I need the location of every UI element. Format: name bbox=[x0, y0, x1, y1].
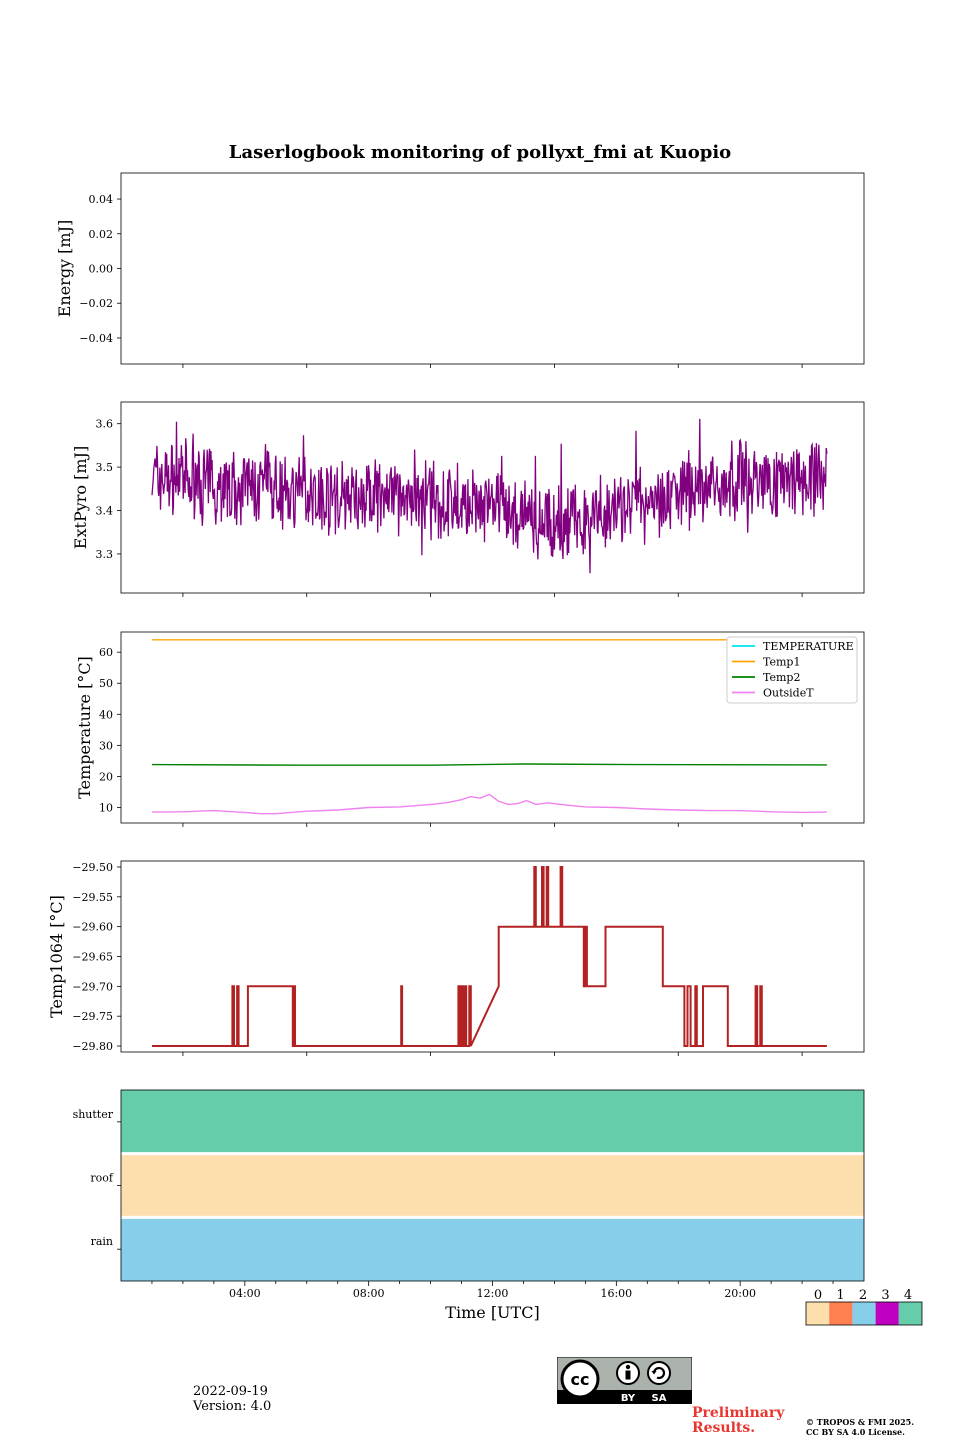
cc-icon bbox=[560, 1359, 600, 1399]
y-tick-label: −29.60 bbox=[72, 921, 113, 934]
x-axis-label: Time [UTC] bbox=[445, 1303, 539, 1322]
status-band-rain bbox=[121, 1217, 864, 1281]
legend-box bbox=[726, 636, 858, 704]
plot-area bbox=[151, 418, 828, 574]
y-tick-label: −0.04 bbox=[79, 332, 113, 345]
y-tick-label: 0.00 bbox=[89, 263, 114, 276]
x-tick-label: 08:00 bbox=[353, 1287, 385, 1300]
colorbar-cell-3 bbox=[875, 1302, 899, 1325]
legend-label: TEMPERATURE bbox=[763, 640, 854, 653]
y-tick-label: 3.3 bbox=[96, 548, 114, 561]
copyright-line-1: © TROPOS & FMI 2025. bbox=[806, 1417, 915, 1427]
y-tick-label: 3.6 bbox=[96, 418, 114, 431]
colorbar-tick-label: 2 bbox=[859, 1288, 867, 1303]
status-band-shutter bbox=[121, 1090, 864, 1154]
panel-temp1064: −29.50 −29.55 −29.60 −29.65 −29.70 −29.75 −29.… bbox=[47, 860, 865, 1056]
version-label: Version: 4.0 bbox=[193, 1399, 272, 1414]
y-tick-label: 60 bbox=[99, 646, 113, 659]
y-tick-label: 40 bbox=[99, 708, 113, 721]
y-tick-label: 20 bbox=[99, 770, 113, 783]
y-axis-label: Temp1064 [°C] bbox=[47, 895, 66, 1018]
preliminary-notice: Preliminary Results. bbox=[692, 1405, 785, 1436]
status-row-label: roof bbox=[90, 1172, 114, 1185]
axes-frame bbox=[120, 401, 865, 594]
panel-energy: 0.04 0.02 0.00 −0.02 −0.04 Energy [mJ] bbox=[55, 172, 865, 368]
y-tick-label: 0.04 bbox=[89, 193, 114, 206]
series-line-temp2 bbox=[151, 763, 827, 766]
status-row-label: shutter bbox=[73, 1108, 114, 1121]
y-tick-label: 3.4 bbox=[96, 505, 114, 518]
date-label: 2022-09-19 bbox=[193, 1384, 268, 1399]
y-tick-label: −29.75 bbox=[72, 1010, 113, 1023]
x-tick-label: 20:00 bbox=[724, 1287, 756, 1300]
x-tick-label: 04:00 bbox=[229, 1287, 261, 1300]
colorbar-frame bbox=[805, 1301, 923, 1326]
legend-label: OutsideT bbox=[763, 687, 814, 700]
y-tick-label: 50 bbox=[99, 677, 113, 690]
y-tick-label: −29.65 bbox=[72, 951, 113, 964]
axes-frame bbox=[120, 172, 865, 365]
chart-title: Laserlogbook monitoring of pollyxt_fmi a… bbox=[229, 142, 731, 163]
y-tick-label: −29.70 bbox=[72, 980, 113, 993]
y-tick-label: 10 bbox=[99, 801, 113, 814]
legend: TEMPERATURE Temp1 Temp2 OutsideT bbox=[726, 636, 858, 704]
y-tick-label: −0.02 bbox=[79, 297, 113, 310]
cc-by-sa-badge: cc BY SA bbox=[557, 1357, 692, 1404]
colorbar-cell-4 bbox=[898, 1302, 922, 1325]
status-row-label: rain bbox=[91, 1235, 113, 1248]
copyright-notice: © TROPOS & FMI 2025. CC BY SA 4.0 Licens… bbox=[806, 1417, 956, 1437]
colorbar-tick-label: 0 bbox=[814, 1288, 822, 1303]
sa-label: SA bbox=[652, 1393, 667, 1404]
plot-area bbox=[152, 866, 827, 1047]
copyright-line-2: CC BY SA 4.0 License. bbox=[806, 1427, 905, 1437]
plot-area bbox=[151, 639, 827, 815]
y-tick-label: 3.5 bbox=[96, 461, 114, 474]
colorbar-cell-0 bbox=[806, 1302, 830, 1325]
axes-frame bbox=[120, 631, 865, 824]
series-line-outsidet bbox=[151, 793, 827, 815]
colorbar-tick-label: 4 bbox=[904, 1288, 912, 1303]
by-label: BY bbox=[621, 1393, 636, 1404]
y-tick-label: 0.02 bbox=[89, 228, 114, 241]
legend-label: Temp1 bbox=[763, 656, 800, 669]
status-band-roof bbox=[121, 1153, 864, 1218]
x-tick-label: 12:00 bbox=[477, 1287, 509, 1300]
cc-text: cc bbox=[571, 1370, 590, 1389]
y-axis-label: Temperature [°C] bbox=[75, 656, 94, 799]
x-tick-label: 16:00 bbox=[600, 1287, 632, 1300]
temp1064-line bbox=[152, 866, 827, 1047]
panel-status: shutter roof rain 04:00 08:00 12:00 16:00 20:00… bbox=[73, 1089, 865, 1322]
axes-frame bbox=[120, 860, 865, 1053]
y-tick-label: 30 bbox=[99, 739, 113, 752]
y-tick-label: −29.55 bbox=[72, 891, 113, 904]
y-tick-label: −29.80 bbox=[72, 1040, 113, 1053]
colorbar-cell-2 bbox=[852, 1302, 876, 1325]
legend-label: Temp2 bbox=[763, 671, 800, 684]
y-axis-label: Energy [mJ] bbox=[55, 220, 74, 318]
panel-extpyro: 3.6 3.5 3.4 3.3 ExtPyro [mJ] bbox=[71, 401, 865, 597]
date-version-block: 2022-09-19 Version: 4.0 bbox=[193, 1384, 271, 1414]
y-axis-label: ExtPyro [mJ] bbox=[71, 446, 90, 549]
colorbar-tick-label: 3 bbox=[881, 1288, 889, 1303]
sa-share-icon bbox=[647, 1361, 671, 1385]
y-tick-label: −29.50 bbox=[72, 861, 113, 874]
colorbar-tick-label: 1 bbox=[836, 1288, 844, 1303]
colorbar-cell-1 bbox=[829, 1302, 853, 1325]
extpyro-line bbox=[151, 418, 828, 574]
